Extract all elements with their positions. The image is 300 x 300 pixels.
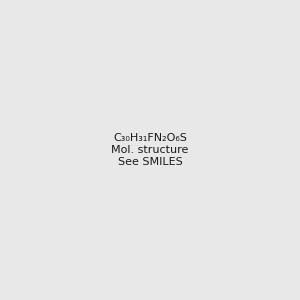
Text: C₃₀H₃₁FN₂O₆S
Mol. structure
See SMILES: C₃₀H₃₁FN₂O₆S Mol. structure See SMILES	[111, 134, 189, 166]
